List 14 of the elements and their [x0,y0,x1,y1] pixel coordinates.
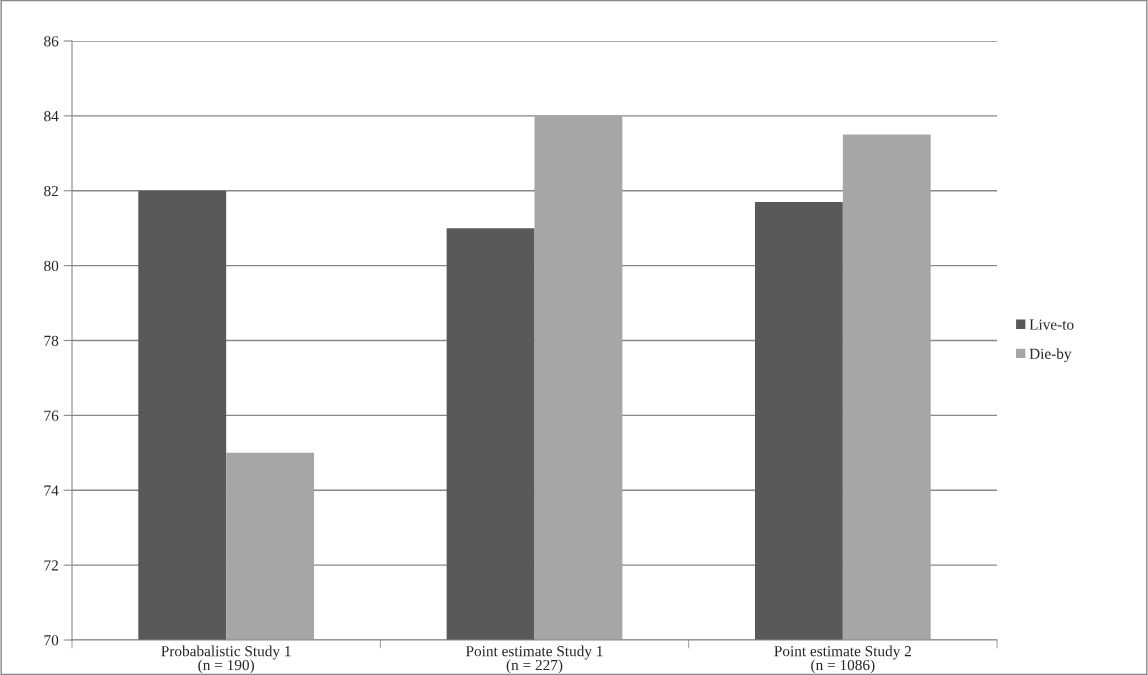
y-tick-label: 70 [44,635,59,646]
y-tick-label: 78 [44,335,59,346]
y-tick-label: 76 [44,410,59,421]
x-tick-label: Probabalistic Study 1 (n = 190) [161,645,291,674]
y-tick-label: 74 [44,485,59,496]
y-tick-label: 86 [44,36,59,47]
legend-label: Live-to [1029,319,1074,330]
legend-label: Die-by [1029,348,1072,363]
y-tick-label: 80 [44,260,59,272]
y-tick-label: 84 [44,111,59,122]
y-tick-label: 72 [44,560,58,571]
x-tick-label: Point estimate Study 1 (n = 227) [465,645,603,674]
y-tick-label: 82 [44,185,58,197]
x-tick-label: Point estimate Study 2 (n = 1086) [774,645,911,674]
